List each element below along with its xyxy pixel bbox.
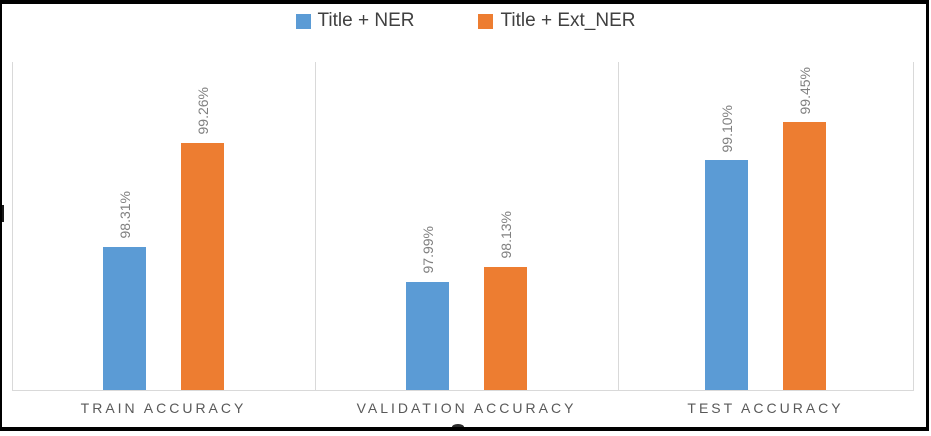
bar-wrap: 99.10% <box>705 105 748 390</box>
bar-test-title-ner[interactable] <box>705 160 748 390</box>
bar-train-title-ner[interactable] <box>103 246 146 390</box>
legend-swatch-orange-icon <box>478 13 494 29</box>
data-label-train-ext-ner: 99.26% <box>194 87 211 135</box>
plot-border-right <box>913 62 914 390</box>
plot-border-left <box>12 62 13 390</box>
legend-swatch-blue-icon <box>295 13 311 29</box>
data-label-train-ner: 98.31% <box>116 191 133 239</box>
bar-wrap: 99.45% <box>783 67 826 390</box>
category-label-validation: VALIDATION ACCURACY <box>356 400 577 416</box>
bar-group-test: 99.10% 99.45% <box>618 62 913 390</box>
legend: Title + NER Title + Ext_NER <box>0 8 931 34</box>
data-label-test-ner: 99.10% <box>718 104 735 153</box>
category-separator-2 <box>618 62 619 390</box>
bar-validation-title-ner[interactable] <box>406 281 449 390</box>
category-separator-1 <box>315 62 316 390</box>
chart-selection-handle-icon <box>452 424 464 430</box>
clipped-y-axis-title-mark <box>0 205 4 222</box>
bar-train-title-ext-ner[interactable] <box>181 142 224 390</box>
legend-label-title-ext-ner: Title + Ext_NER <box>500 10 636 31</box>
bar-wrap: 98.31% <box>103 191 146 390</box>
bar-group-validation: 97.99% 98.13% <box>315 62 618 390</box>
data-label-validation-ner: 97.99% <box>419 226 436 274</box>
x-axis-line <box>12 390 914 391</box>
bar-validation-title-ext-ner[interactable] <box>484 266 527 390</box>
legend-item-title-ext-ner[interactable]: Title + Ext_NER <box>478 10 635 32</box>
data-label-validation-ext-ner: 98.13% <box>497 211 514 259</box>
data-label-test-ext-ner: 99.45% <box>796 66 813 115</box>
category-label-test: TEST ACCURACY <box>687 400 844 416</box>
legend-label-title-ner: Title + NER <box>317 10 415 31</box>
bar-group-train: 98.31% 99.26% <box>12 62 315 390</box>
bar-wrap: 98.13% <box>484 211 527 390</box>
category-label-train: TRAIN ACCURACY <box>80 400 247 416</box>
bar-test-title-ext-ner[interactable] <box>783 122 826 390</box>
legend-item-title-ner[interactable]: Title + NER <box>295 10 415 32</box>
bar-wrap: 99.26% <box>181 87 224 390</box>
bar-wrap: 97.99% <box>406 226 449 390</box>
